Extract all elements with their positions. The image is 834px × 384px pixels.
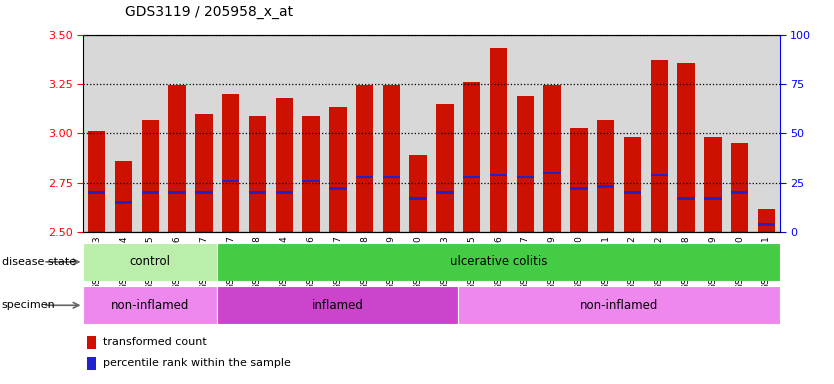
Text: transformed count: transformed count [103,337,206,347]
Text: inflamed: inflamed [312,299,364,312]
Bar [490,174,507,176]
Bar [115,201,133,204]
Bar [195,114,213,232]
Bar [383,85,400,232]
Bar [597,119,615,232]
Bar [651,60,668,232]
Bar [570,187,588,190]
Text: ulcerative colitis: ulcerative colitis [450,255,547,268]
Bar [544,85,560,232]
Bar [677,197,695,200]
Text: non-inflamed: non-inflamed [580,299,658,312]
Bar [249,191,266,194]
Bar [570,127,588,232]
Bar [222,94,239,232]
Bar [624,191,641,194]
Bar [88,191,105,194]
Bar [222,179,239,182]
Bar [88,131,105,232]
Bar [218,243,780,281]
Bar [704,197,721,200]
Bar [544,172,560,174]
Bar [463,175,480,178]
Bar [758,209,775,232]
Bar [731,191,748,194]
Bar [218,286,459,324]
Bar [195,191,213,194]
Bar [651,174,668,176]
Text: disease state: disease state [2,257,76,267]
Bar [409,155,427,232]
Bar [436,191,454,194]
Bar [490,48,507,232]
Bar [704,137,721,232]
Bar [83,243,218,281]
Bar [356,175,374,178]
Bar [516,175,534,178]
Bar [436,104,454,232]
Bar [758,223,775,226]
Bar [142,191,159,194]
Text: specimen: specimen [2,300,55,310]
Bar [83,286,218,324]
Bar [459,286,780,324]
Bar [356,85,374,232]
Bar [168,85,186,232]
Bar [168,191,186,194]
Bar [463,82,480,232]
Text: GDS3119 / 205958_x_at: GDS3119 / 205958_x_at [125,5,294,19]
Bar [329,187,347,190]
Bar [115,161,133,232]
Text: percentile rank within the sample: percentile rank within the sample [103,358,290,368]
Bar [677,63,695,232]
Bar [731,143,748,232]
Bar [516,96,534,232]
Bar [383,175,400,178]
Bar [303,179,319,182]
Bar [87,357,96,370]
Bar [624,137,641,232]
Bar [87,336,96,349]
Bar [249,116,266,232]
Bar [275,191,293,194]
Bar [142,119,159,232]
Bar [409,197,427,200]
Text: non-inflamed: non-inflamed [111,299,189,312]
Bar [275,98,293,232]
Bar [329,107,347,232]
Bar [597,185,615,188]
Bar [303,116,319,232]
Text: control: control [130,255,171,268]
